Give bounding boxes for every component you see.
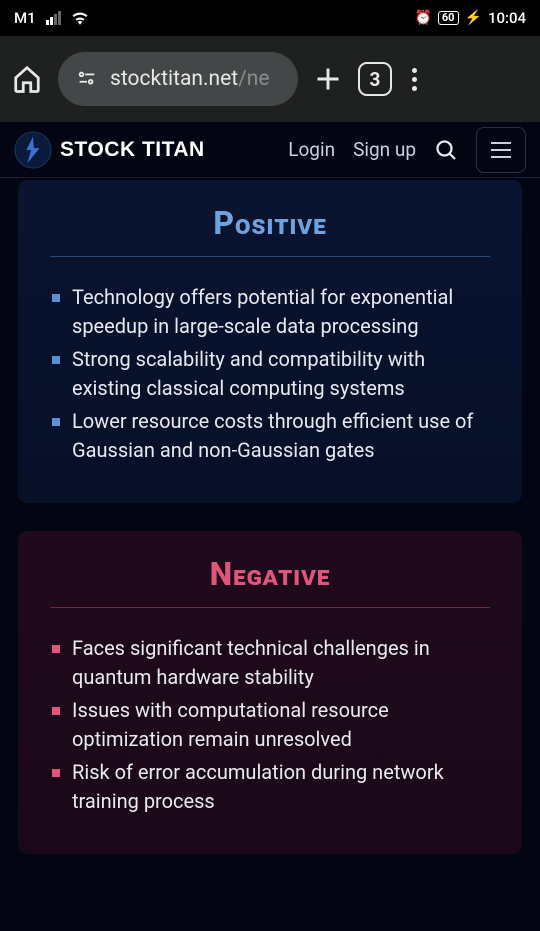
brand-name: STOCK TITAN — [60, 138, 205, 162]
url-bar[interactable]: stocktitan.net/ne — [58, 52, 298, 106]
signup-link[interactable]: Sign up — [353, 138, 416, 161]
list-item: Faces significant technical challenges i… — [50, 634, 490, 692]
hamburger-menu[interactable] — [476, 127, 526, 173]
tab-count: 3 — [370, 68, 381, 91]
list-item: Issues with computational resource optim… — [50, 696, 490, 754]
signal-icon — [46, 11, 61, 25]
site-header: STOCK TITAN Login Sign up — [0, 122, 540, 178]
new-tab-icon[interactable] — [314, 65, 342, 93]
positive-card: Positive Technology offers potential for… — [18, 180, 522, 503]
browser-menu-icon[interactable] — [408, 64, 421, 95]
positive-list: Technology offers potential for exponent… — [50, 283, 490, 465]
clock: 10:04 — [488, 9, 526, 27]
tab-switcher[interactable]: 3 — [358, 62, 392, 96]
list-item: Risk of error accumulation during networ… — [50, 758, 490, 816]
list-item: Lower resource costs through efficient u… — [50, 407, 490, 465]
battery-indicator: 60 — [438, 11, 459, 25]
status-bar: M1 ⏰ 60 ⚡ 10:04 — [0, 0, 540, 36]
wifi-icon — [71, 11, 89, 25]
alarm-icon: ⏰ — [414, 10, 431, 26]
positive-title: Positive — [50, 204, 490, 257]
page-content: Positive Technology offers potential for… — [0, 178, 540, 931]
negative-list: Faces significant technical challenges i… — [50, 634, 490, 816]
browser-toolbar: stocktitan.net/ne 3 — [0, 36, 540, 122]
site-settings-icon — [76, 68, 98, 90]
negative-card: Negative Faces significant technical cha… — [18, 531, 522, 854]
negative-title: Negative — [50, 555, 490, 608]
url-text: stocktitan.net/ne — [110, 67, 270, 91]
carrier-label: M1 — [14, 9, 36, 27]
logo[interactable]: STOCK TITAN — [14, 131, 205, 169]
search-icon[interactable] — [434, 138, 458, 162]
list-item: Strong scalability and compatibility wit… — [50, 345, 490, 403]
logo-icon — [14, 131, 52, 169]
login-link[interactable]: Login — [288, 138, 335, 161]
charging-icon: ⚡ — [465, 10, 482, 26]
list-item: Technology offers potential for exponent… — [50, 283, 490, 341]
home-icon[interactable] — [12, 64, 42, 94]
